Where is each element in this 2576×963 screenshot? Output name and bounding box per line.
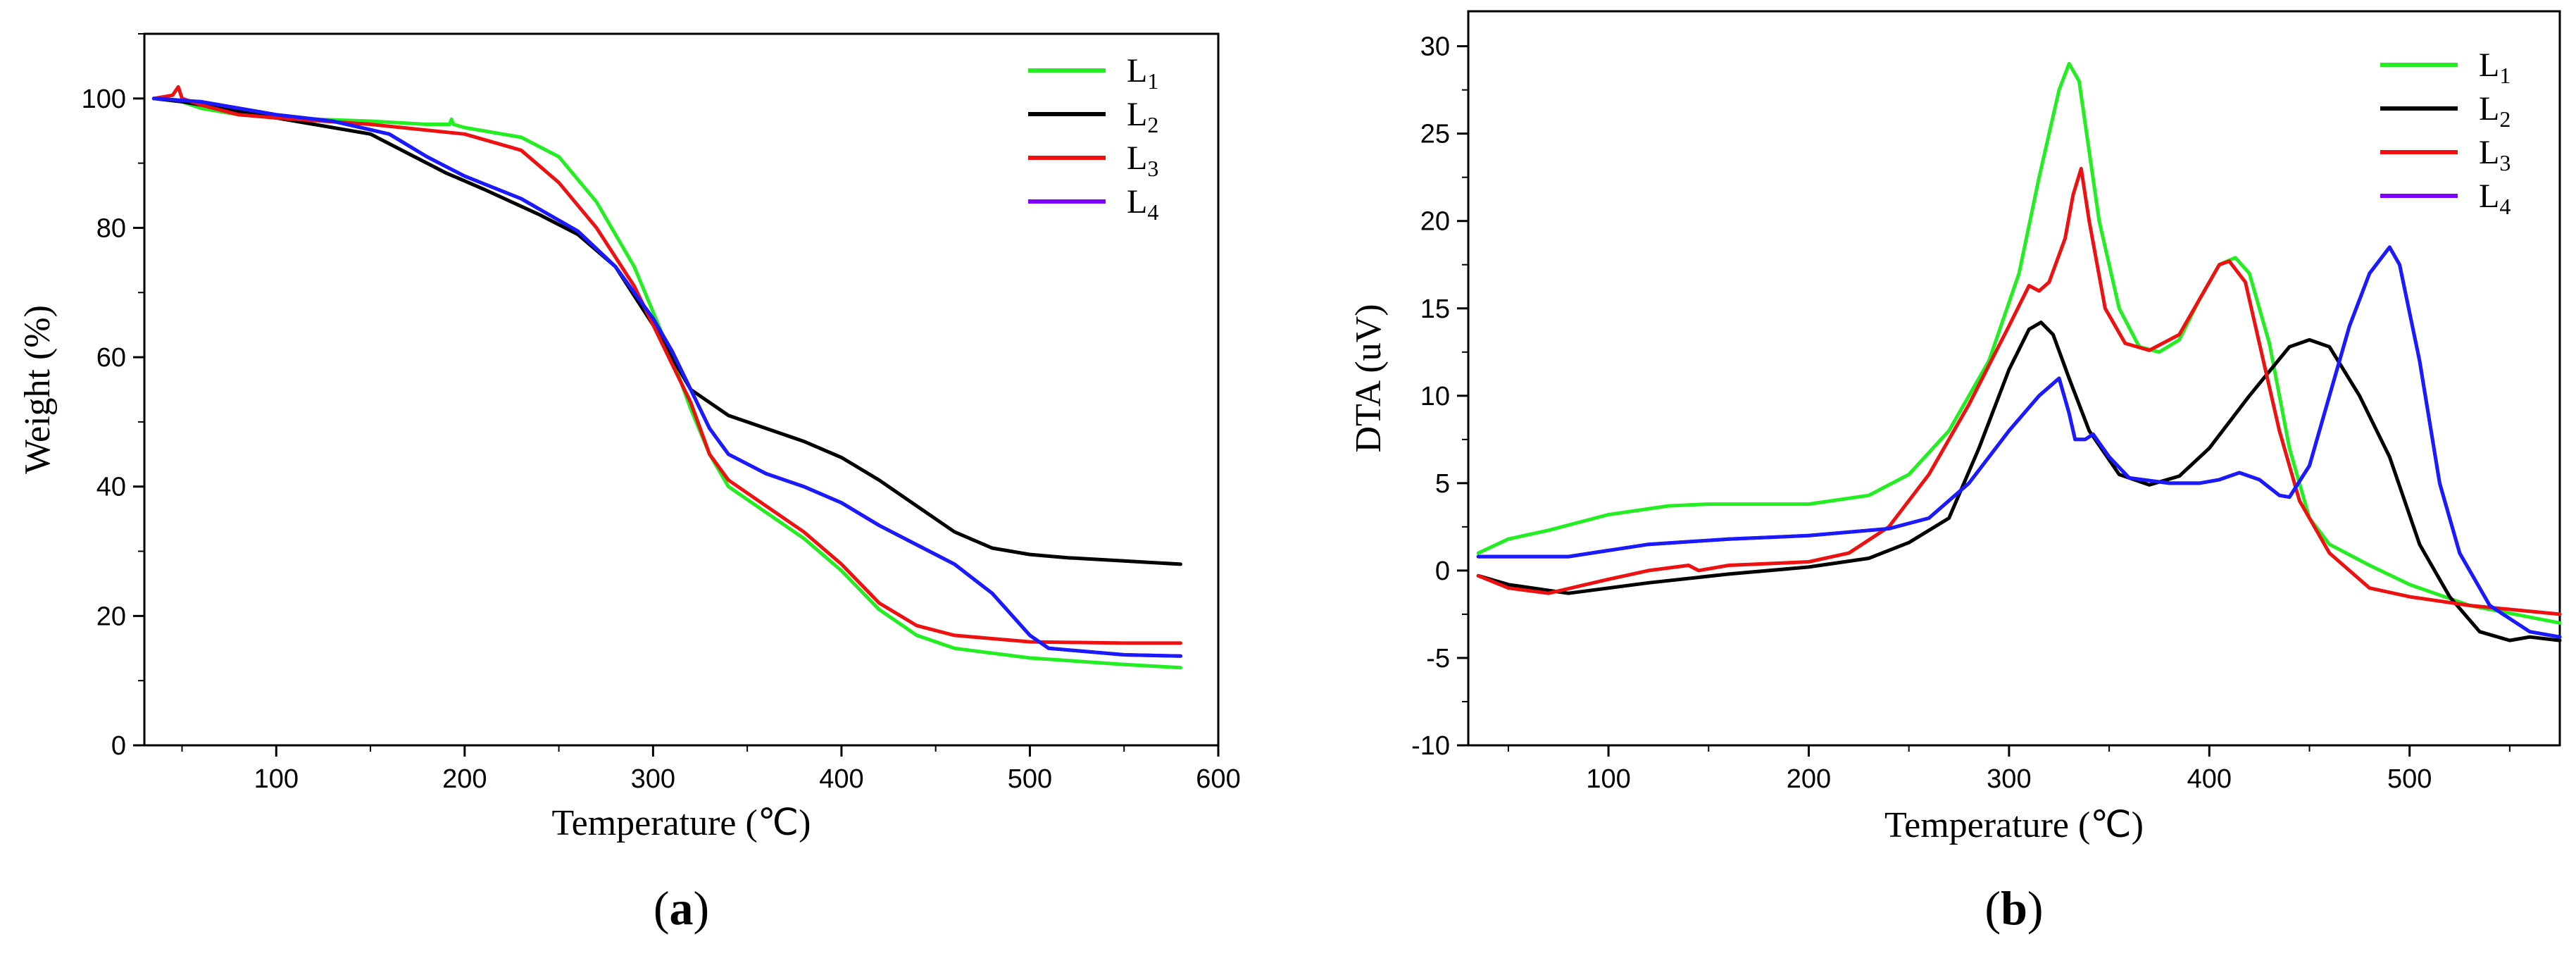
x-tick-label: 100 [1586,764,1630,794]
legend-label-base: L [2479,46,2499,84]
y-axis-label: DTA (uV) [1349,304,1389,452]
x-tick-label: 400 [2187,764,2232,794]
legend-label-subscript: 1 [1147,68,1158,94]
plot-frame [1467,10,2561,747]
legend-label-l3: L3 [2479,134,2511,175]
x-axis-label: Temperature (℃) [1884,805,2144,845]
x-tick-label: 100 [254,764,299,794]
series-line-l3 [151,85,1182,645]
series-line-l4-trace [151,97,1182,658]
y-tick-label: 15 [1420,294,1450,324]
legend-label-base: L [2479,134,2499,171]
legend-label-l4: L4 [2479,178,2511,219]
legend-label-base: L [2479,178,2499,215]
legend-label-l2: L2 [1127,96,1158,137]
x-tick-label: 200 [1787,764,1831,794]
x-tick-label: 200 [442,764,487,794]
x-tick-label: 300 [631,764,675,794]
panel-label-close: ) [694,881,710,935]
legend-label-base: L [1127,52,1147,89]
x-axis-label: Temperature (℃) [551,803,811,843]
x-tick-label: 500 [1008,764,1052,794]
legend-label-subscript: 1 [2499,63,2511,88]
legend-label-subscript: 4 [1147,199,1158,225]
y-tick-label: 100 [82,85,126,114]
series-line-l1 [151,97,1182,670]
y-tick-label: 40 [96,473,126,502]
panel-label-letter: b [2001,881,2027,935]
series-line-l1 [1476,61,2562,625]
y-tick-label: 5 [1435,469,1450,499]
legend-label-subscript: 3 [1147,156,1158,181]
series-line-l3 [1476,166,2562,616]
y-tick-label: -10 [1411,731,1450,761]
x-tick-label: 500 [2387,764,2432,794]
plot-frame [143,32,1220,747]
legend-label-l4: L4 [1127,183,1158,225]
y-axis-label: Weight (%) [18,305,58,474]
y-tick-label: 60 [96,343,126,373]
y-tick-label: 20 [96,602,126,631]
legend-label-subscript: 3 [2499,150,2511,175]
series-line-l2 [151,97,1182,566]
x-tick-label: 300 [1987,764,2031,794]
x-tick-label: 400 [819,764,863,794]
legend-label-base: L [2479,90,2499,128]
chart-b: 100 200 300 400 500 -10 -5 0 5 10 15 20 25 30 Temperat… [1349,10,2562,935]
panel-label-close: ) [2027,881,2044,935]
x-tick-label: 600 [1196,764,1240,794]
legend-label-l3: L3 [1127,139,1158,181]
legend-label-subscript: 2 [2499,106,2511,132]
y-tick-label: 80 [96,213,126,243]
y-tick-label: 0 [1435,557,1450,586]
legend-label-l1: L1 [1127,52,1158,94]
legend-label-subscript: 2 [1147,112,1158,137]
y-tick-label: 25 [1420,120,1450,149]
y-tick-label: 20 [1420,207,1450,237]
y-tick-label: 30 [1420,32,1450,62]
panel-label: (b) [1984,881,2043,935]
legend-label-base: L [1127,96,1147,133]
y-tick-label: -5 [1426,644,1450,673]
y-tick-label: 0 [111,731,126,761]
legend-label-l1: L1 [2479,46,2511,88]
series-line-l4 [151,97,1182,658]
legend-label-base: L [1127,139,1147,177]
panel-label: (a) [654,881,709,935]
chart-a: 100 200 300 400 500 600 0 20 40 60 80 100 Temperatur… [18,32,1241,935]
panel-label-letter: a [670,881,694,935]
legend-label-l2: L2 [2479,90,2511,132]
y-tick-label: 10 [1420,382,1450,411]
legend-label-base: L [1127,183,1147,220]
panel-label-open: ( [1984,881,2001,935]
panel-label-open: ( [654,881,670,935]
legend-label-subscript: 4 [2499,194,2511,219]
series-line-l4-trace [1476,245,2562,639]
